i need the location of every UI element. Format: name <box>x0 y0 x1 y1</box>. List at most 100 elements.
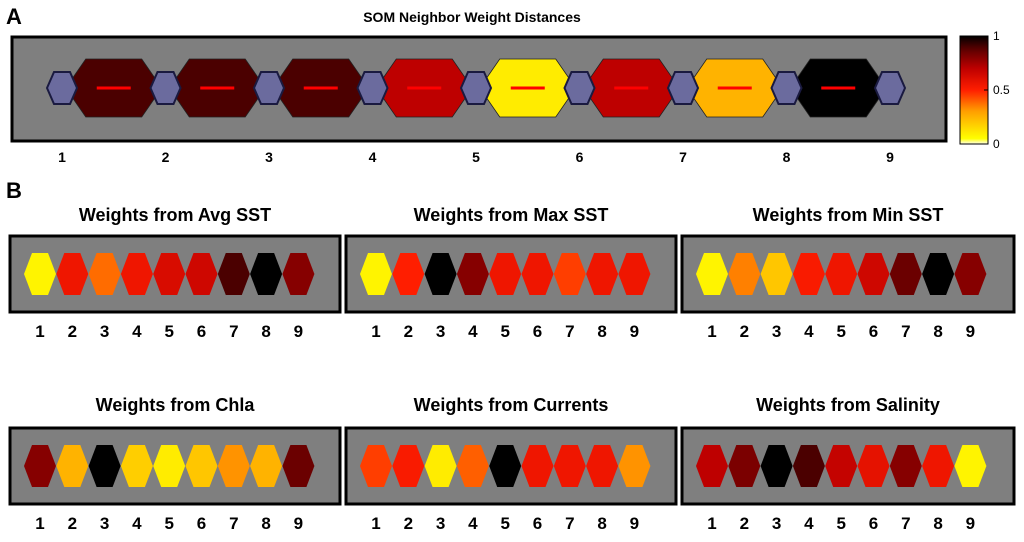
colorbar-tick-0: 0 <box>993 137 1000 151</box>
neuron-label-6: 6 <box>533 322 542 341</box>
weight-cell-6 <box>857 445 890 487</box>
neuron-label-9: 9 <box>966 514 975 533</box>
weight-cell-2 <box>56 445 89 487</box>
plane-weights-from-currents: Weights from Currents 1 2 3 4 5 6 7 8 9 <box>344 395 678 533</box>
neuron-label-7: 7 <box>229 322 238 341</box>
weight-cell-8 <box>922 445 955 487</box>
neuron-label-9: 9 <box>630 514 639 533</box>
neuron-label-8: 8 <box>597 322 606 341</box>
neuron-label-9: 9 <box>294 322 303 341</box>
neuron-label-9: 9 <box>630 322 639 341</box>
neuron-label-7: 7 <box>901 514 910 533</box>
neuron-label-3: 3 <box>100 514 109 533</box>
neighbor-distance-panel: SOM Neighbor Weight Distances 1 2 3 4 5 6 7 8 9 <box>10 9 948 165</box>
weight-cell-3 <box>760 445 793 487</box>
weight-cell-2 <box>56 253 89 295</box>
neuron-label-7: 7 <box>229 514 238 533</box>
neuron-label-1: 1 <box>707 322 716 341</box>
plane-title: Weights from Currents <box>414 395 609 415</box>
weight-cell-5 <box>825 253 858 295</box>
weight-cell-7 <box>553 253 586 295</box>
neuron-label-5: 5 <box>836 322 845 341</box>
neuron-label-2: 2 <box>404 514 413 533</box>
weight-cell-6 <box>521 445 554 487</box>
neuron-label-1: 1 <box>58 149 66 165</box>
weight-cell-4 <box>792 445 825 487</box>
neuron-label-4: 4 <box>468 322 478 341</box>
plane-title: Weights from Max SST <box>414 205 609 225</box>
weight-cell-9 <box>954 445 987 487</box>
weight-cell-4 <box>456 253 489 295</box>
weight-cell-4 <box>456 445 489 487</box>
neuron-label-8: 8 <box>933 514 942 533</box>
weight-cell-2 <box>728 253 761 295</box>
neuron-label-8: 8 <box>597 514 606 533</box>
weight-cell-8 <box>250 445 283 487</box>
neuron-label-1: 1 <box>35 322 44 341</box>
neuron-label-9: 9 <box>966 322 975 341</box>
plane-weights-from-chla: Weights from Chla 1 2 3 4 5 6 7 8 9 <box>8 395 342 533</box>
weight-cell-7 <box>889 445 922 487</box>
panel-a-letter: A <box>6 4 22 29</box>
neuron-label-2: 2 <box>404 322 413 341</box>
weight-cell-1 <box>24 445 56 487</box>
neuron-label-5: 5 <box>164 322 173 341</box>
weight-cell-5 <box>825 445 858 487</box>
weight-cell-1 <box>696 445 728 487</box>
plane-title: Weights from Salinity <box>756 395 940 415</box>
neuron-6 <box>563 71 596 105</box>
neuron-label-8: 8 <box>261 322 270 341</box>
neuron-label-6: 6 <box>576 149 584 165</box>
weight-cell-3 <box>424 445 457 487</box>
weight-cell-8 <box>586 253 619 295</box>
colorbar-tick-1: 1 <box>993 29 1000 43</box>
weight-cell-6 <box>185 253 218 295</box>
weight-cell-2 <box>728 445 761 487</box>
neuron-label-5: 5 <box>500 322 509 341</box>
neuron-label-7: 7 <box>679 149 687 165</box>
weight-cell-7 <box>889 253 922 295</box>
neuron-label-4: 4 <box>132 322 142 341</box>
neuron-label-5: 5 <box>472 149 480 165</box>
neuron-label-5: 5 <box>164 514 173 533</box>
weight-cell-3 <box>88 253 121 295</box>
weight-cell-5 <box>153 445 186 487</box>
neuron-label-9: 9 <box>294 514 303 533</box>
plane-title: Weights from Avg SST <box>79 205 271 225</box>
weight-cell-9 <box>954 253 987 295</box>
colorbar: 00.51 <box>959 29 1010 151</box>
plane-weights-from-salinity: Weights from Salinity 1 2 3 4 5 6 7 8 9 <box>680 395 1016 533</box>
weight-cell-3 <box>88 445 121 487</box>
plane-weights-from-max-sst: Weights from Max SST 1 2 3 4 5 6 7 8 9 <box>344 205 678 341</box>
neuron-3 <box>252 71 286 105</box>
plane-title: Weights from Min SST <box>753 205 944 225</box>
panel-b-letter: B <box>6 178 22 203</box>
weight-cell-5 <box>153 253 186 295</box>
neuron-label-2: 2 <box>162 149 170 165</box>
weight-cell-5 <box>489 253 522 295</box>
neuron-label-5: 5 <box>836 514 845 533</box>
plane-weights-from-min-sst: Weights from Min SST 1 2 3 4 5 6 7 8 9 <box>680 205 1016 341</box>
neuron-label-6: 6 <box>197 514 206 533</box>
neuron-label-1: 1 <box>371 322 380 341</box>
weight-cell-3 <box>760 253 793 295</box>
weight-cell-8 <box>586 445 619 487</box>
weight-cell-5 <box>489 445 522 487</box>
neuron-label-5: 5 <box>500 514 509 533</box>
weight-cell-1 <box>696 253 728 295</box>
weight-cell-6 <box>521 253 554 295</box>
neuron-8 <box>770 71 803 105</box>
weight-cell-8 <box>922 253 955 295</box>
weight-cell-3 <box>424 253 457 295</box>
neuron-label-7: 7 <box>901 322 910 341</box>
weight-cell-1 <box>360 445 392 487</box>
weight-cell-9 <box>618 253 651 295</box>
weight-cell-6 <box>185 445 218 487</box>
neuron-7 <box>666 71 700 105</box>
neuron-label-8: 8 <box>261 514 270 533</box>
weight-cell-7 <box>217 253 250 295</box>
weight-cell-7 <box>553 445 586 487</box>
neuron-label-8: 8 <box>783 149 791 165</box>
neuron-4 <box>356 71 389 105</box>
